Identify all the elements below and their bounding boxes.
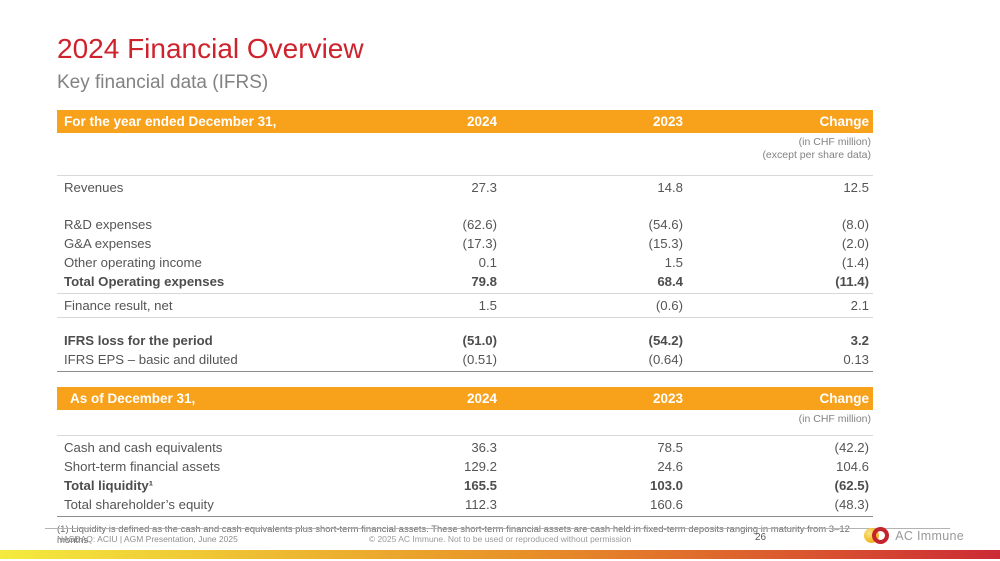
value-2024: (17.3): [462, 236, 497, 251]
row-label: IFRS loss for the period: [64, 333, 213, 348]
balance-header-change: Change: [819, 391, 869, 406]
value-2024: (0.51): [462, 352, 497, 367]
value-change: (1.4): [841, 255, 869, 270]
unit-note: (in CHF million): [798, 413, 871, 425]
table-row: G&A expenses (17.3) (15.3) (2.0): [57, 234, 873, 253]
ifrs-result-group: IFRS loss for the period (51.0) (54.2) 3…: [57, 329, 873, 372]
value-2023: (15.3): [648, 236, 683, 251]
income-header-2023: 2023: [652, 114, 683, 129]
row-label: Finance result, net: [64, 298, 173, 313]
value-2023: 78.5: [657, 439, 683, 455]
table-row: Finance result, net 1.5 (0.6) 2.1: [57, 296, 873, 315]
page-subtitle: Key financial data (IFRS): [57, 72, 269, 93]
value-2024: 112.3: [464, 496, 497, 512]
value-change: 104.6: [835, 458, 869, 474]
table-row-total: Total Operating expenses 79.8 68.4 (11.4…: [57, 272, 873, 291]
balance-unit-notes: (in CHF million): [57, 413, 873, 426]
value-2024: 36.3: [471, 439, 497, 455]
spacer: [57, 161, 873, 175]
page-number: 26: [755, 532, 767, 543]
unit-note: (except per share data): [762, 148, 871, 161]
value-2024: (62.6): [462, 217, 497, 232]
footer-copyright-text: © 2025 AC Immune. Not to be used or repr…: [368, 534, 632, 544]
value-change: (48.3): [834, 496, 869, 512]
income-statement-table: For the year ended December 31, 2024 202…: [57, 110, 873, 372]
row-label: G&A expenses: [64, 236, 152, 251]
value-2023: 103.0: [649, 477, 683, 493]
value-2024: 0.1: [478, 255, 497, 270]
value-change: 2.1: [850, 298, 869, 313]
operating-expenses-group: R&D expenses (62.6) (54.6) (8.0) G&A exp…: [57, 213, 873, 294]
unit-note: (in CHF million): [798, 136, 871, 148]
row-label: Total shareholder’s equity: [64, 496, 214, 512]
table-row: Revenues 27.3 14.8 12.5: [57, 178, 873, 197]
value-2024: 79.8: [471, 274, 497, 289]
table-row: R&D expenses (62.6) (54.6) (8.0): [57, 215, 873, 234]
value-2023: 24.6: [657, 458, 683, 474]
value-2023: 14.8: [657, 180, 683, 195]
income-header-2024: 2024: [466, 114, 497, 129]
income-header-label: For the year ended December 31,: [64, 114, 277, 129]
row-label: Short-term financial assets: [64, 458, 221, 474]
value-2024: 165.5: [463, 477, 497, 493]
value-2024: 1.5: [478, 298, 497, 313]
value-2023: 1.5: [664, 255, 683, 270]
table-row: Other operating income 0.1 1.5 (1.4): [57, 253, 873, 272]
income-table-header: For the year ended December 31, 2024 202…: [57, 110, 873, 133]
revenues-group: Revenues 27.3 14.8 12.5: [57, 175, 873, 199]
row-label: Other operating income: [64, 255, 202, 270]
value-2023: 160.6: [649, 496, 683, 512]
value-2023: (54.2): [648, 333, 683, 348]
spacer: [57, 199, 873, 213]
value-change: 3.2: [850, 333, 869, 348]
finance-result-group: Finance result, net 1.5 (0.6) 2.1: [57, 294, 873, 318]
ac-immune-logo: AC Immune: [864, 527, 964, 544]
spacer: [57, 318, 873, 329]
row-label: Total Operating expenses: [64, 274, 225, 289]
value-2023: 68.4: [657, 274, 683, 289]
value-2023: (54.6): [648, 217, 683, 232]
footer-divider: [45, 528, 950, 529]
table-row: IFRS EPS – basic and diluted (0.51) (0.6…: [57, 350, 873, 369]
footnote: (1) Liquidity is defined as the cash and…: [57, 523, 850, 546]
value-change: (8.0): [841, 217, 869, 232]
balance-header-label: As of December 31,: [70, 391, 196, 406]
balance-sheet-table: As of December 31, 2024 2023 Change (in …: [57, 387, 873, 517]
value-change: (2.0): [841, 236, 869, 251]
value-2023: (0.6): [655, 298, 683, 313]
slide-content: For the year ended December 31, 2024 202…: [57, 110, 873, 546]
logo-wordmark: AC Immune: [895, 528, 964, 543]
table-row: Cash and cash equivalents 36.3 78.5 (42.…: [57, 438, 873, 457]
footer-ticker-text: NASDAQ: ACIU | AGM Presentation, June 20…: [57, 534, 238, 544]
value-2024: (51.0): [462, 333, 497, 348]
balance-header-2024: 2024: [466, 391, 497, 406]
row-label: Revenues: [64, 180, 124, 195]
value-change: 12.5: [843, 180, 869, 195]
liquidity-group: Cash and cash equivalents 36.3 78.5 (42.…: [57, 434, 873, 517]
logo-red-ring-icon: [872, 527, 890, 544]
row-label: IFRS EPS – basic and diluted: [64, 352, 238, 367]
row-label: Total liquidity¹: [64, 477, 154, 493]
page-title: 2024 Financial Overview: [57, 33, 364, 64]
value-change: (42.2): [834, 439, 869, 455]
value-change: (11.4): [835, 274, 869, 289]
balance-table-header: As of December 31, 2024 2023 Change: [57, 387, 873, 410]
value-2024: 27.3: [471, 180, 497, 195]
table-row-total: IFRS loss for the period (51.0) (54.2) 3…: [57, 331, 873, 350]
value-2023: (0.64): [648, 352, 683, 367]
row-label: Cash and cash equivalents: [64, 439, 223, 455]
value-change: (62.5): [834, 477, 869, 493]
table-row-total: Total liquidity¹ 165.5 103.0 (62.5): [57, 476, 873, 495]
table-row: Short-term financial assets 129.2 24.6 1…: [57, 457, 873, 476]
row-label: R&D expenses: [64, 217, 152, 232]
value-2024: 129.2: [463, 458, 497, 474]
bottom-gradient-bar: [0, 550, 1000, 559]
value-change: 0.13: [843, 352, 869, 367]
income-unit-notes: (in CHF million) (except per share data): [57, 136, 873, 161]
balance-header-2023: 2023: [652, 391, 683, 406]
income-header-change: Change: [819, 114, 869, 129]
table-row: Total shareholder’s equity 112.3 160.6 (…: [57, 495, 873, 514]
